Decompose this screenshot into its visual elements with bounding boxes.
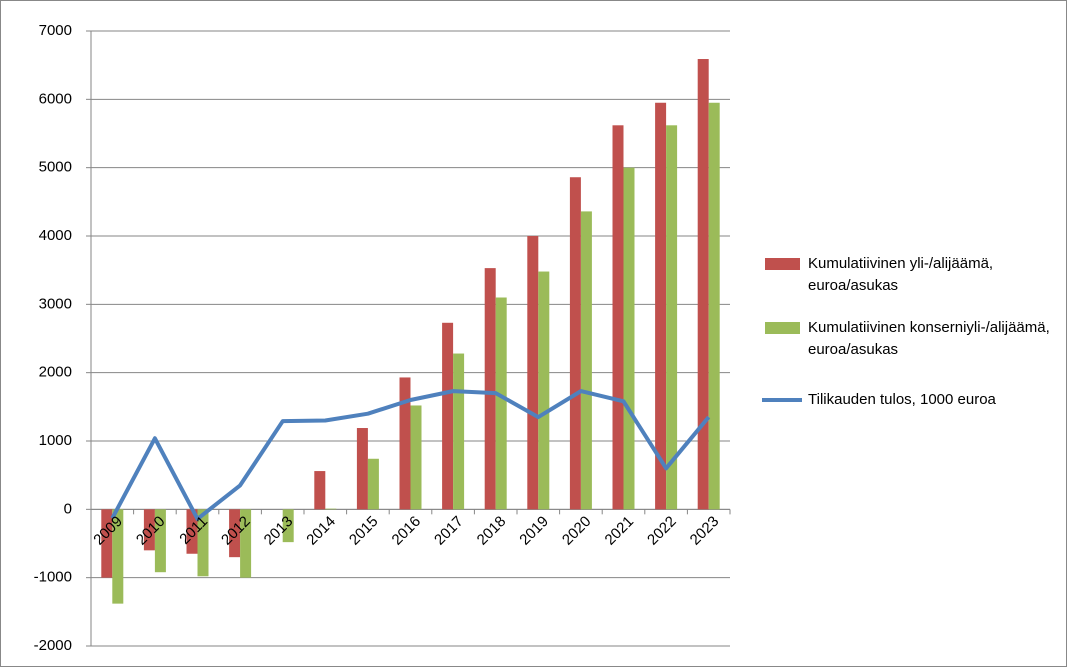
y-tick-label: 0 xyxy=(64,500,72,517)
legend-label: Tilikauden tulos, 1000 euroa xyxy=(808,391,996,408)
line-series xyxy=(110,389,711,521)
bar xyxy=(143,509,155,551)
bar xyxy=(666,125,678,510)
bar xyxy=(186,509,198,554)
bar xyxy=(154,509,166,573)
bar xyxy=(229,509,241,558)
y-tick-label: 2000 xyxy=(39,364,72,381)
y-tick-label: 3000 xyxy=(39,295,72,312)
legend-swatch xyxy=(765,258,800,270)
bar xyxy=(708,102,720,510)
y-tick-label: -1000 xyxy=(34,569,72,586)
legend-label: Kumulatiivinen konserniyli-/alijäämä, eu… xyxy=(808,319,1050,358)
bar xyxy=(442,322,454,510)
y-tick-label: 6000 xyxy=(39,90,72,107)
bar xyxy=(612,125,624,510)
y-tick-label: 1000 xyxy=(39,432,72,449)
bar xyxy=(282,509,294,543)
bar xyxy=(569,177,581,510)
bar xyxy=(538,271,550,510)
legend-swatch xyxy=(765,322,800,334)
y-tick-label: 5000 xyxy=(39,159,72,176)
bar xyxy=(623,167,635,510)
y-tick-label: 7000 xyxy=(39,22,72,39)
bar xyxy=(367,458,379,510)
bar xyxy=(240,509,252,578)
bar xyxy=(484,268,496,510)
bar xyxy=(410,405,422,510)
bar xyxy=(453,353,465,510)
y-tick-label: 4000 xyxy=(39,227,72,244)
y-tick-label: -2000 xyxy=(34,637,72,654)
bar xyxy=(197,509,209,577)
bar xyxy=(697,59,709,510)
legend-label: Kumulatiivinen yli-/alijäämä, euroa/asuk… xyxy=(808,255,994,294)
bar xyxy=(112,509,124,604)
bar xyxy=(325,508,337,510)
bar xyxy=(495,297,507,510)
bar xyxy=(399,377,411,510)
bar xyxy=(356,428,368,510)
bar xyxy=(101,509,113,578)
bar xyxy=(655,102,667,510)
bar xyxy=(314,471,326,510)
bar xyxy=(527,236,539,510)
bar xyxy=(580,211,592,510)
